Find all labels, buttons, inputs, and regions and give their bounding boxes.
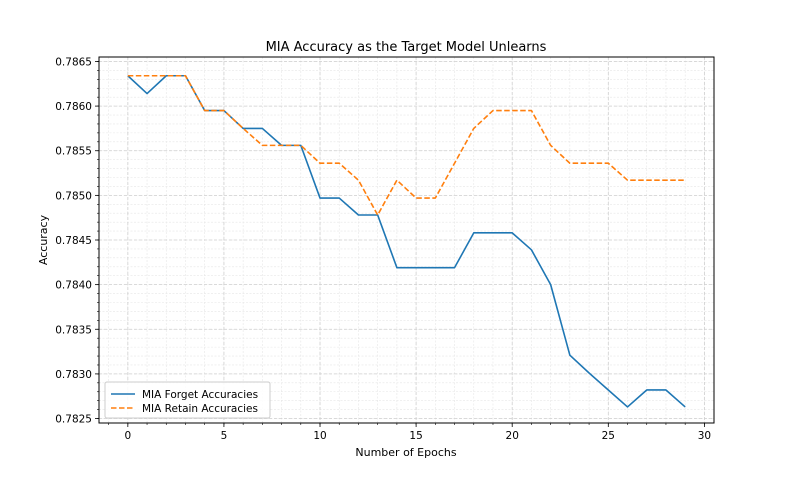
- x-tick-label: 15: [409, 430, 422, 442]
- x-tick-label: 5: [221, 430, 228, 442]
- x-tick-label: 0: [124, 430, 131, 442]
- ticks: 0 5 10 15 20 25 30 0.7825 0.7830 0.7835 0.7840 0.78…: [55, 56, 711, 442]
- y-tick-label: 0.7830: [55, 369, 92, 381]
- x-tick-label: 30: [698, 430, 711, 442]
- series-line-retain: [127, 74, 686, 216]
- chart-title: MIA Accuracy as the Target Model Unlearn…: [266, 40, 547, 55]
- plot-frame: [98, 56, 715, 424]
- legend-box: [104, 381, 271, 419]
- y-tick-label: 0.7845: [55, 235, 92, 247]
- series-group: [127, 74, 686, 408]
- y-tick-label: 0.7835: [55, 324, 92, 336]
- grid: [99, 57, 714, 423]
- y-tick-label: 0.7840: [55, 280, 92, 292]
- y-tick-label: 0.7850: [55, 190, 92, 202]
- y-axis-label: Accuracy: [37, 214, 50, 265]
- legend: MIA Forget Accuracies MIA Retain Accuraci…: [104, 381, 271, 419]
- x-tick-label: 10: [313, 430, 326, 442]
- legend-label: MIA Retain Accuracies: [142, 403, 258, 415]
- y-tick-label: 0.7865: [55, 56, 92, 68]
- y-tick-label: 0.7825: [55, 414, 92, 426]
- x-tick-label: 25: [602, 430, 615, 442]
- x-axis-label: Number of Epochs: [355, 446, 456, 459]
- y-tick-label: 0.7860: [55, 101, 92, 113]
- y-tick-label: 0.7855: [55, 146, 92, 158]
- series-line-forget: [127, 74, 686, 408]
- legend-label: MIA Forget Accuracies: [142, 389, 258, 401]
- x-tick-label: 20: [506, 430, 519, 442]
